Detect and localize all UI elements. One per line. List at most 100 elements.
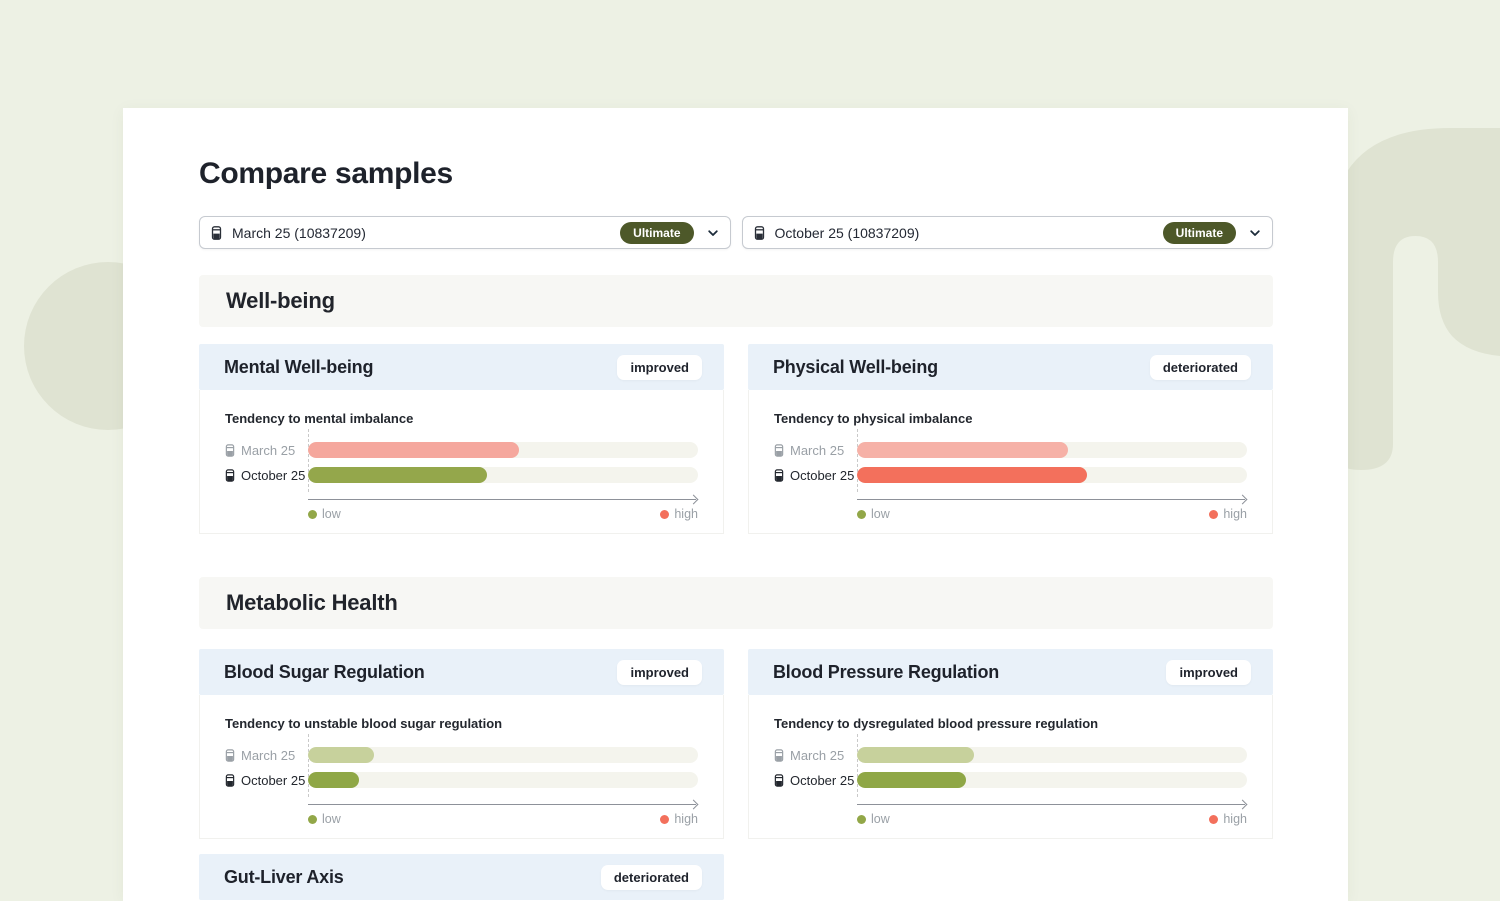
bar-row: October 25 — [225, 772, 698, 788]
section-header: Well-being — [199, 275, 1273, 327]
card: Mental Well-being improved Tendency to m… — [199, 344, 724, 534]
bar-track — [308, 467, 698, 483]
decor-blob — [1330, 128, 1500, 470]
vial-icon — [211, 225, 222, 240]
sample-selector-left[interactable]: March 25 (10837209) Ultimate — [199, 216, 731, 249]
legend-high: high — [1209, 812, 1247, 826]
row-label: October 25 — [790, 772, 855, 788]
bar-row: October 25 — [774, 467, 1247, 483]
axis-row — [308, 492, 698, 502]
status-badge: improved — [617, 354, 702, 380]
card-title: Physical Well-being — [773, 356, 938, 377]
bar-fill — [857, 467, 1088, 483]
row-meta: October 25 — [225, 468, 308, 483]
card-body: Tendency to mental imbalance March 25 — [199, 390, 724, 534]
legend-row: low high — [308, 507, 698, 521]
card-header: Gut-Liver Axis deteriorated — [199, 854, 724, 900]
plan-badge: Ultimate — [1162, 221, 1236, 244]
legend-low: low — [857, 812, 890, 826]
axis-arrow — [857, 499, 1245, 500]
section-header: Metabolic Health — [199, 577, 1273, 629]
card-header: Blood Sugar Regulation improved — [199, 649, 724, 695]
legend-low-label: low — [322, 507, 341, 521]
bar-fill — [857, 747, 974, 763]
metric-label: Tendency to mental imbalance — [225, 411, 414, 426]
sample-selector-label: March 25 (10837209) — [232, 224, 366, 241]
legend-high: high — [1209, 507, 1247, 521]
low-dot-icon — [308, 814, 317, 824]
bar-track — [857, 747, 1247, 763]
bar-track — [308, 772, 698, 788]
row-meta: October 25 — [774, 773, 857, 788]
bar-row: October 25 — [774, 772, 1247, 788]
card: Blood Pressure Regulation improved Tende… — [748, 649, 1273, 839]
card-grid: Mental Well-being improved Tendency to m… — [199, 344, 1273, 534]
metric-label: Tendency to physical imbalance — [774, 411, 973, 426]
bar-chart: March 25 October 25 — [774, 429, 1247, 521]
status-badge: improved — [617, 659, 702, 685]
section-title: Metabolic Health — [226, 590, 398, 615]
row-meta: March 25 — [774, 748, 857, 763]
card-title: Blood Sugar Regulation — [224, 661, 425, 682]
legend-low: low — [308, 507, 341, 521]
axis-arrow — [857, 804, 1245, 805]
row-meta: March 25 — [225, 443, 308, 458]
card-body: Tendency to dysregulated blood pressure … — [748, 695, 1273, 839]
legend-high-label: high — [674, 812, 698, 826]
chevron-down-icon — [706, 226, 720, 240]
high-dot-icon — [1209, 509, 1219, 519]
status-badge: deteriorated — [600, 864, 702, 890]
baseline-dashed-line — [857, 429, 858, 492]
low-dot-icon — [857, 509, 866, 519]
card-header: Blood Pressure Regulation improved — [748, 649, 1273, 695]
bar-fill — [308, 442, 519, 458]
legend-high-label: high — [674, 507, 698, 521]
card: Physical Well-being deteriorated Tendenc… — [748, 344, 1273, 534]
vial-icon — [225, 443, 235, 457]
legend-low-label: low — [871, 812, 890, 826]
row-label: March 25 — [790, 442, 845, 458]
bar-track — [857, 772, 1247, 788]
bar-fill — [308, 772, 359, 788]
card-body: Tendency to unstable blood sugar regulat… — [199, 695, 724, 839]
bar-track — [308, 747, 698, 763]
bar-row: March 25 — [774, 747, 1247, 763]
axis-row — [857, 492, 1247, 502]
bar-fill — [308, 747, 375, 763]
low-dot-icon — [857, 814, 866, 824]
card-header: Physical Well-being deteriorated — [748, 344, 1273, 390]
legend-row: low high — [308, 812, 698, 826]
vial-icon — [225, 468, 235, 482]
legend-low: low — [857, 507, 890, 521]
bar-track — [857, 442, 1247, 458]
vial-icon — [754, 225, 765, 240]
legend-high: high — [660, 507, 698, 521]
legend-high-label: high — [1223, 507, 1247, 521]
section: Well-being Mental Well-being improved Te… — [199, 275, 1273, 534]
axis-row — [857, 797, 1247, 807]
row-meta: March 25 — [225, 748, 308, 763]
axis-arrow — [308, 804, 696, 805]
bar-chart: March 25 October 25 — [225, 734, 698, 826]
vial-icon — [225, 748, 235, 762]
sections: Well-being Mental Well-being improved Te… — [199, 275, 1273, 900]
vial-icon — [774, 468, 784, 482]
row-label: March 25 — [790, 747, 845, 763]
legend-low-label: low — [322, 812, 341, 826]
vial-icon — [774, 773, 784, 787]
bar-row: March 25 — [774, 442, 1247, 458]
page-title: Compare samples — [199, 157, 453, 190]
row-label: October 25 — [241, 467, 306, 483]
bar-chart: March 25 October 25 — [774, 734, 1247, 826]
plan-badge: Ultimate — [620, 221, 694, 244]
sample-selector-right[interactable]: October 25 (10837209) Ultimate — [741, 216, 1273, 249]
legend-row: low high — [857, 507, 1247, 521]
metric-label: Tendency to dysregulated blood pressure … — [774, 716, 1099, 731]
chevron-down-icon — [1248, 226, 1262, 240]
sample-selector-row: March 25 (10837209) Ultimate October 25 … — [199, 216, 1273, 249]
card: Gut-Liver Axis deteriorated — [199, 854, 724, 900]
card-title: Mental Well-being — [224, 356, 374, 377]
legend-row: low high — [857, 812, 1247, 826]
axis-arrow — [308, 499, 696, 500]
legend-high-label: high — [1223, 812, 1247, 826]
